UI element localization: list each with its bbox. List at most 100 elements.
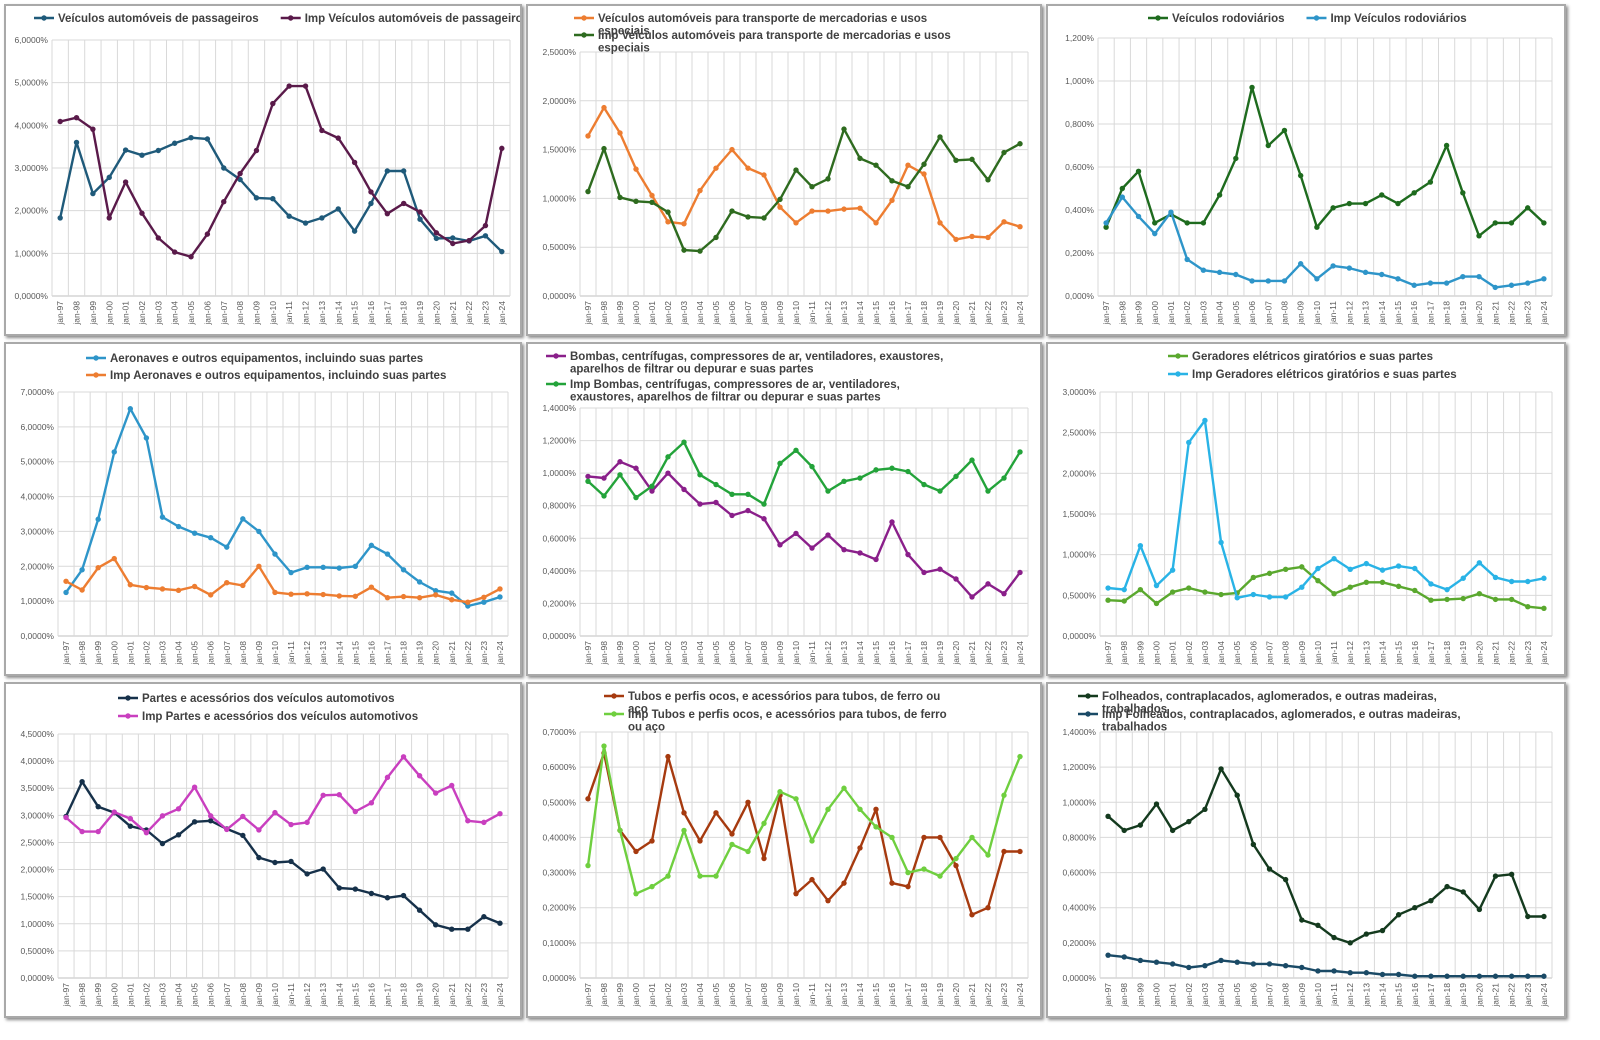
series-1-point (1508, 871, 1515, 878)
line-chart-7: 0,0000% 0,5000% 1,0000% 1,5000% 2,0000% 2,500… (20, 693, 509, 1008)
x-tick-label: jan-21 (967, 301, 977, 326)
series-1-point (633, 465, 639, 471)
series-1-point (953, 576, 959, 582)
x-tick-label: jan-97 (583, 983, 593, 1008)
series-2-point (1428, 973, 1434, 979)
series-2-point (953, 157, 959, 164)
x-tick-label: jan-07 (222, 641, 232, 666)
x-tick-label: jan-12 (823, 301, 833, 326)
series-1-point (1541, 913, 1547, 920)
series-2-point (111, 809, 117, 815)
series-1-point (665, 753, 671, 760)
series-1-point (729, 831, 735, 837)
series-2-point (1460, 273, 1466, 280)
series-1-point (449, 926, 455, 932)
series-1-point (857, 205, 863, 211)
series-2-point (175, 806, 182, 812)
series-1-point (1330, 205, 1336, 211)
legend-label: Veículos rodoviários (1172, 13, 1284, 25)
series-2-point (1444, 586, 1450, 593)
series-1-point (825, 897, 831, 904)
x-tick-label: jan-17 (903, 641, 913, 666)
series-2-point (122, 179, 129, 185)
y-tick-label: 0,0000% (542, 631, 576, 641)
series-2-point (1331, 968, 1337, 974)
series-1-point (937, 834, 943, 841)
x-tick-label: jan-00 (104, 301, 114, 326)
series-1-point (921, 569, 927, 576)
series-1-point (1153, 600, 1160, 607)
line-chart-8: 0,0000% 0,1000% 0,2000% 0,3000% 0,4000% 0,500… (542, 691, 1029, 1008)
y-tick-label: 0,6000% (542, 533, 576, 543)
x-tick-label: jan-16 (887, 983, 897, 1008)
series-2-point (857, 806, 863, 813)
series-1-point (335, 206, 341, 212)
series-1-point (1525, 604, 1531, 610)
series-1-point (465, 603, 471, 609)
series-2-point (649, 483, 655, 489)
x-tick-label: jan-08 (1279, 301, 1289, 326)
series-2-point (1524, 280, 1531, 286)
x-tick-label: jan-02 (663, 301, 673, 326)
series-2-point (1017, 141, 1023, 147)
series-2-point (302, 83, 309, 89)
series-1-point (857, 845, 863, 851)
series-1-point (253, 195, 260, 201)
series-1-point (127, 823, 134, 829)
series-2-point (336, 593, 342, 599)
legend-marker (41, 15, 47, 21)
x-tick-label: jan-14 (1377, 301, 1387, 326)
series-line-2 (1105, 195, 1545, 289)
series-2-point (1153, 959, 1160, 965)
x-tick-label: jan-01 (1166, 301, 1176, 326)
x-tick-label: jan-13 (318, 983, 328, 1008)
y-tick-label: 1,0000% (542, 193, 576, 203)
y-tick-label: 0,600% (1065, 162, 1094, 172)
series-1-point (617, 130, 623, 136)
series-2-point (953, 473, 959, 480)
x-tick-label: jan-04 (174, 983, 184, 1008)
x-tick-label: jan-15 (1394, 983, 1404, 1008)
series-2-point (466, 237, 472, 244)
y-tick-label: 0,2000% (1062, 938, 1096, 948)
series-1-point (1216, 192, 1223, 198)
series-line-2 (587, 440, 1022, 506)
series-2-point (95, 564, 101, 571)
series-1-point (1266, 866, 1273, 872)
x-tick-label: jan-08 (759, 301, 769, 326)
series-1-point (465, 926, 471, 932)
y-tick-label: 2,0000% (14, 206, 48, 216)
legend-label: Veículos automóveis de passageiros (58, 13, 259, 25)
x-tick-label: jan-98 (1119, 641, 1129, 666)
x-tick-label: jan-00 (1152, 983, 1162, 1008)
legend-marker (611, 711, 617, 717)
x-tick-label: jan-02 (1184, 641, 1194, 666)
y-tick-label: 0,800% (1065, 119, 1094, 129)
series-1-point (1282, 566, 1289, 573)
series-1-point (143, 435, 150, 441)
series-2-point (729, 841, 735, 848)
series-1-point (1121, 827, 1127, 834)
series-1-point (320, 866, 326, 872)
y-tick-label: 3,0000% (20, 526, 54, 536)
x-tick-label: jan-13 (1361, 301, 1371, 326)
series-1-point (449, 590, 455, 596)
x-tick-label: jan-09 (1297, 983, 1307, 1008)
series-2-point (713, 873, 719, 879)
series-2-point (207, 592, 214, 598)
legend-marker (125, 695, 131, 701)
legend-label: Bombas, centrífugas, compressores de ar,… (570, 351, 943, 363)
x-tick-label: jan-13 (839, 301, 849, 326)
x-tick-label: jan-20 (951, 983, 961, 1008)
series-1-point (697, 501, 703, 507)
series-2-point (449, 597, 455, 603)
series-2-point (729, 208, 735, 214)
x-tick-label: jan-13 (318, 641, 328, 666)
legend-label: trabalhados (1102, 722, 1167, 734)
x-tick-label: jan-06 (1248, 641, 1258, 666)
series-1-point (207, 818, 214, 824)
y-tick-label: 0,5000% (542, 242, 576, 252)
series-2-point (286, 83, 292, 89)
series-2-point (1137, 957, 1144, 964)
series-1-point (1412, 587, 1418, 594)
